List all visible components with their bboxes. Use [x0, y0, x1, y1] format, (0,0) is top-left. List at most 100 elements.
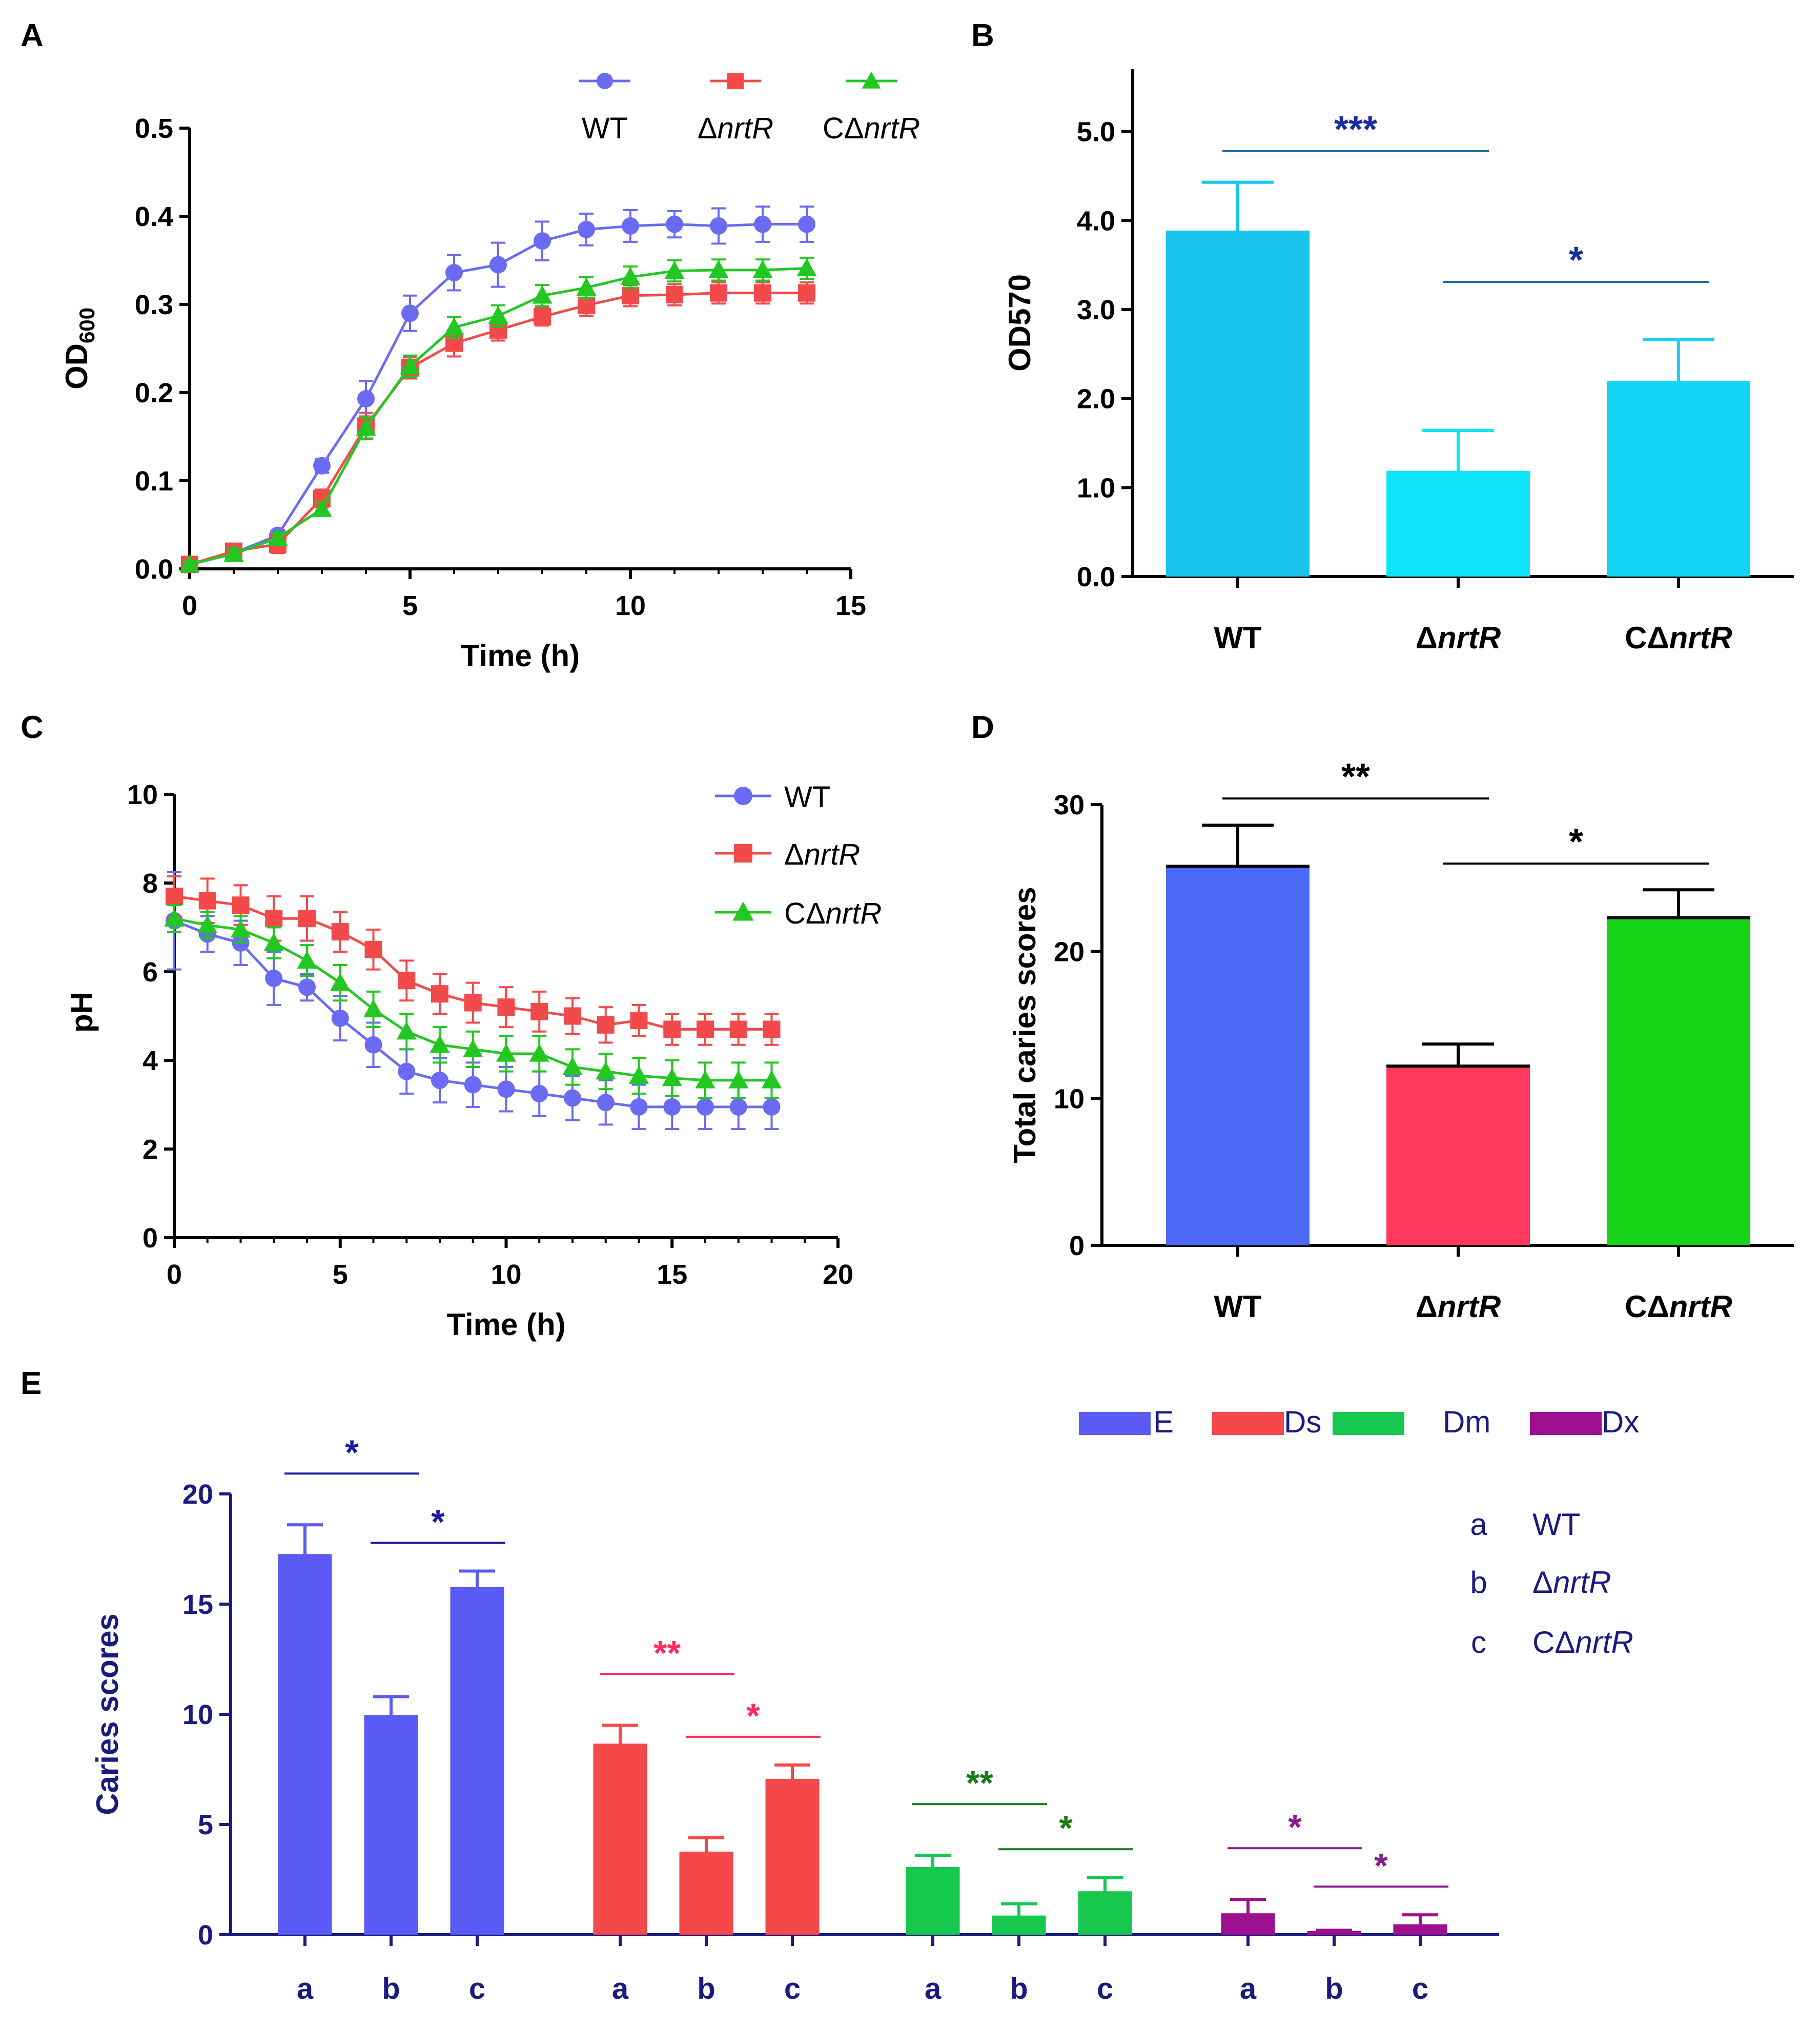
y-axis-title: OD570 [1003, 274, 1037, 372]
data-point [197, 915, 218, 933]
data-point [596, 1061, 616, 1080]
data-point [223, 544, 244, 562]
data-point [708, 260, 729, 278]
y-tick-label: 10 [127, 780, 158, 810]
data-point [497, 998, 515, 1016]
series-dx: a b c * * [1221, 1808, 1448, 2005]
x-axis-title: Time (h) [446, 1307, 565, 1342]
bar [992, 1917, 1046, 1935]
legend-swatch [1333, 1412, 1404, 1435]
data-point [364, 1036, 382, 1054]
data-point [666, 215, 683, 233]
panel-label-b: B [971, 18, 994, 53]
series-ds: a b c*** [593, 1634, 821, 2005]
data-point [576, 277, 597, 296]
data-point [263, 933, 284, 951]
x-tick-label: b [1325, 1972, 1343, 2005]
x-tick-label: c [1097, 1972, 1113, 2005]
legend-marker [862, 71, 881, 89]
y-tick-label: 2 [142, 1134, 158, 1165]
data-point [464, 994, 482, 1012]
x-tick-label: b [697, 1972, 715, 2005]
data-point [754, 284, 771, 302]
x-tick-label: a [925, 1972, 942, 2005]
series-dm: a b c*** [906, 1764, 1133, 2005]
data-point [331, 923, 349, 941]
data-point [164, 908, 185, 927]
data-point [798, 215, 815, 233]
data-point [265, 910, 283, 928]
y-tick-label: 5 [198, 1810, 213, 1840]
data-point [697, 1020, 714, 1038]
bar [593, 1745, 647, 1935]
bar [1166, 232, 1310, 577]
series-1 [166, 875, 781, 1046]
legend-label: ΔnrtR [784, 838, 860, 871]
y-tick-label: 0.2 [135, 378, 173, 408]
y-tick-label: 4 [142, 1045, 158, 1076]
x-tick-label: a [1240, 1972, 1257, 2005]
data-point [534, 232, 551, 250]
y-tick-label: 5.0 [1077, 117, 1115, 148]
series-2 [164, 904, 782, 1099]
significance-stars: * [345, 1433, 359, 1472]
series-2 [179, 256, 817, 573]
key-strain: ΔnrtR [1532, 1565, 1611, 1600]
data-point [488, 305, 508, 324]
data-point [444, 317, 464, 336]
x-tick-label: 5 [333, 1259, 348, 1290]
panel-label-e: E [21, 1366, 42, 1401]
y-axis-title: Total caries scores [1008, 887, 1042, 1163]
significance-stars: *** [1334, 109, 1377, 150]
significance-stars: * [431, 1503, 445, 1542]
y-tick-label: 0 [1069, 1231, 1085, 1261]
bar [1393, 1925, 1447, 1935]
chart-b: 0.01.02.03.04.05.0WT ΔnrtR CΔnrtR****OD570 [1003, 69, 1794, 655]
x-tick-label: c [1412, 1972, 1428, 2005]
data-point [401, 304, 419, 322]
data-point [729, 1098, 747, 1116]
y-tick-label: 0 [142, 1223, 158, 1254]
chart-c: 0 2 4 6 8 10 0 5 10 15 20 Time (h) WT ΔnrtR CΔnrtR pH [65, 780, 882, 1342]
x-tick-label: 15 [835, 590, 866, 621]
legend-label: E [1153, 1405, 1174, 1439]
legend-marker [734, 787, 752, 805]
y-axis-title: pH [65, 992, 99, 1033]
data-point [532, 285, 553, 304]
significance-stars: * [746, 1696, 760, 1735]
legend-label: Ds [1284, 1405, 1321, 1439]
significance-stars: * [1374, 1846, 1388, 1885]
bar [1078, 1893, 1132, 1935]
bar [1166, 866, 1310, 1245]
x-axis-title: Time (h) [461, 639, 580, 673]
y-axis-title: Caries scores [90, 1613, 125, 1815]
data-point [445, 264, 463, 282]
panel-label-c: C [21, 710, 44, 745]
significance-stars: ** [966, 1764, 993, 1802]
x-tick-label: 20 [823, 1259, 853, 1290]
y-tick-label: 0.4 [135, 201, 173, 232]
legend-label: WT [582, 112, 628, 145]
data-point [534, 308, 551, 326]
y-tick-label: 20 [1054, 937, 1085, 968]
y-tick-label: 10 [1054, 1083, 1085, 1114]
data-point [663, 1098, 681, 1116]
bar [679, 1853, 733, 1935]
x-tick-label: c [784, 1972, 801, 2005]
key-strain: CΔnrtR [1532, 1625, 1633, 1659]
y-tick-label: 0.5 [135, 113, 173, 144]
bar [1386, 472, 1530, 577]
data-point [463, 1039, 483, 1058]
significance-stars: ** [1341, 756, 1370, 797]
legend-label: Dm [1443, 1405, 1490, 1439]
panel-label-d: D [971, 710, 994, 745]
legend-swatch [1530, 1412, 1602, 1435]
data-point [179, 554, 200, 573]
bar [765, 1780, 820, 1935]
panel-label-a: A [21, 18, 44, 53]
x-tick-label: 10 [615, 590, 646, 621]
x-tick-label: CΔnrtR [1625, 1289, 1732, 1324]
data-point [198, 892, 216, 910]
data-point [331, 1009, 349, 1027]
